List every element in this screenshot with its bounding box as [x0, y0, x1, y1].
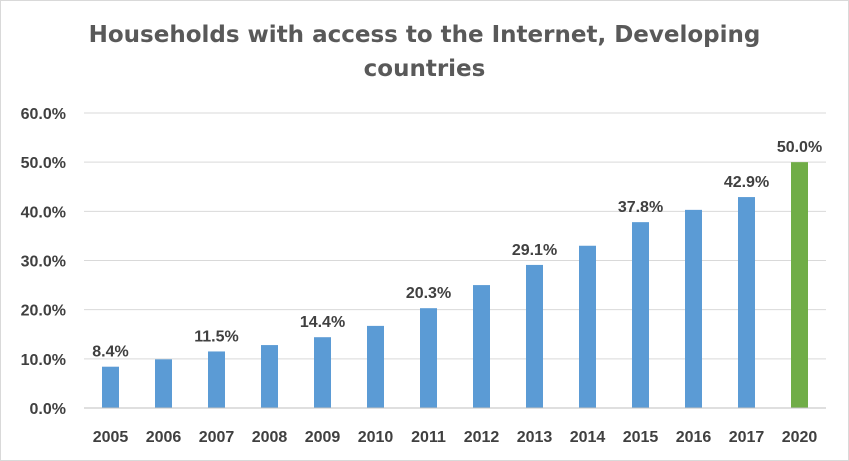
data-label-2013: 29.1%	[512, 242, 557, 259]
x-tick-label: 2011	[411, 429, 446, 446]
chart-title: Households with access to the Internet, …	[0, 18, 849, 86]
x-tick-label: 2009	[305, 429, 341, 446]
chart-title-line-1: Households with access to the Internet, …	[88, 22, 761, 48]
y-tick-label: 0.0%	[30, 401, 66, 418]
data-label-2011: 20.3%	[406, 285, 451, 302]
bar-2007	[208, 351, 225, 408]
bar-2009	[314, 337, 331, 408]
data-label-2005: 8.4%	[92, 344, 128, 361]
bar-2005	[102, 366, 119, 408]
x-tick-label: 2020	[782, 429, 818, 446]
bar-2011	[420, 308, 437, 408]
x-tick-label: 2013	[517, 429, 553, 446]
x-tick-label: 2017	[729, 429, 765, 446]
bar-2013	[526, 264, 543, 408]
bars	[102, 162, 808, 408]
x-tick-label: 2008	[252, 429, 288, 446]
data-labels: 8.4% 11.5% 14.4% 20.3% 29.1% 37.8% 42.9% 50.0%	[92, 139, 822, 361]
bar-2010	[367, 325, 384, 408]
x-tick-label: 2006	[146, 429, 182, 446]
y-axis-tick-labels: 0.0% 10.0% 20.0% 30.0% 40.0% 50.0% 60.0%	[21, 106, 66, 418]
x-tick-label: 2016	[676, 429, 712, 446]
data-label-2020: 50.0%	[777, 139, 822, 156]
bar-2008	[261, 345, 278, 408]
y-tick-label: 10.0%	[21, 352, 66, 369]
y-tick-label: 50.0%	[21, 155, 66, 172]
data-label-2009: 14.4%	[300, 314, 345, 331]
y-tick-label: 20.0%	[21, 303, 66, 320]
gridlines	[84, 112, 826, 360]
bar-2015	[632, 222, 649, 408]
bar-2020	[791, 162, 808, 408]
y-tick-label: 40.0%	[21, 204, 66, 221]
chart-title-line-2: countries	[363, 56, 486, 82]
bar-2017	[738, 197, 755, 408]
x-tick-label: 2010	[358, 429, 394, 446]
x-axis-tick-labels: 2005 2006 2007 2008 2009 2010 2011 2012 2013 2014…	[93, 429, 818, 446]
y-tick-label: 30.0%	[21, 254, 66, 271]
data-label-2017: 42.9%	[724, 174, 769, 191]
x-tick-label: 2012	[464, 429, 500, 446]
data-label-2007: 11.5%	[194, 328, 238, 345]
x-tick-label: 2007	[199, 429, 235, 446]
bar-2014	[579, 245, 596, 408]
data-label-2015: 37.8%	[618, 199, 663, 216]
x-tick-label: 2014	[570, 429, 606, 446]
bar-2012	[473, 285, 490, 408]
bar-2006	[155, 359, 172, 408]
x-tick-label: 2005	[93, 429, 129, 446]
x-tick-label: 2015	[623, 429, 659, 446]
y-tick-label: 60.0%	[21, 106, 66, 123]
bar-2016	[685, 209, 702, 408]
